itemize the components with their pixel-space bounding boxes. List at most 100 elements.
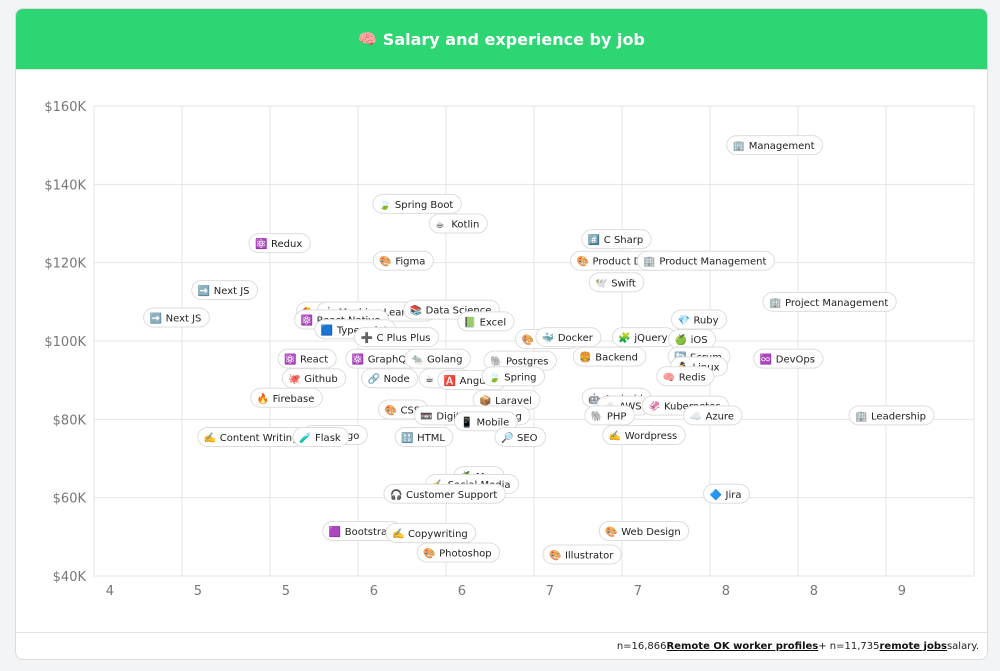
point-pill (277, 348, 337, 369)
point-react[interactable]: ⚛️ React (277, 348, 337, 369)
point-icon: 🍏 (675, 333, 687, 346)
point-icon: ✍️ (204, 432, 216, 444)
point-web-design[interactable]: 🎨 Web Design (598, 520, 690, 541)
point-pill (588, 272, 645, 293)
point-golang[interactable]: 🐀 Golang (404, 348, 471, 369)
point-icon: ✍️ (392, 528, 404, 540)
point-github[interactable]: 🐙 Github (281, 368, 347, 389)
point-pill (481, 366, 546, 387)
point-jquery[interactable]: 🧩 jQuery (611, 327, 677, 348)
x-tick-label: 6 (370, 584, 378, 599)
point-label: Laravel (495, 396, 532, 407)
point-label: jQuery (633, 333, 667, 344)
point-icon: 🏢 (855, 410, 867, 422)
point-icon: ☁️ (690, 411, 702, 422)
point-icon: 🎨 (577, 255, 589, 268)
point-swift[interactable]: 🕊️ Swift (588, 272, 645, 293)
point-jira[interactable]: 🔷 Jira (703, 483, 750, 504)
footer-mid: + n=11,735 (818, 640, 880, 652)
point-icon: 🍃 (379, 198, 391, 211)
point-pill (656, 366, 715, 387)
point-label: Swift (611, 278, 636, 289)
point-label: React (300, 355, 328, 366)
point-label: Postgres (506, 357, 549, 368)
point-customer-support[interactable]: 🎧 Customer Support (383, 483, 506, 504)
point-icon: 🔠 (401, 431, 413, 444)
x-tick-label: 6 (458, 584, 466, 599)
point-spring-boot[interactable]: 🍃 Spring Boot (372, 193, 462, 214)
point-pill (394, 426, 454, 447)
point-graphql[interactable]: ⚛️ GraphQL (345, 348, 421, 369)
point-next-js[interactable]: ➡️ Next JS (191, 280, 259, 301)
point-icon: ➡️ (150, 312, 162, 325)
point-docker[interactable]: 🐳 Docker (535, 327, 602, 348)
point-icon: 🏢 (643, 256, 655, 268)
point-backend[interactable]: 🍔 Backend (572, 346, 647, 367)
point-c-sharp[interactable]: #️⃣ C Sharp (581, 229, 652, 250)
point-excel[interactable]: 📗 Excel (457, 311, 515, 332)
point-label: HTML (417, 433, 445, 444)
point-copywriting[interactable]: ✍️ Copywriting (385, 522, 477, 543)
point-icon: ☕ (425, 374, 434, 385)
point-label: Photoshop (439, 549, 492, 560)
point-label: Redis (679, 372, 706, 383)
point-firebase[interactable]: 🔥 Firebase (250, 387, 323, 408)
point-ruby[interactable]: 💎 Ruby (670, 309, 728, 330)
worker-profiles-link[interactable]: Remote OK worker profiles (666, 640, 819, 652)
point-leadership[interactable]: 🏢 Leadership (848, 405, 935, 426)
point-redux[interactable]: ⚛️ Redux (248, 233, 311, 254)
point-seo[interactable]: 🔎 SEO (494, 426, 547, 447)
point-pill (848, 405, 935, 426)
brain-icon: 🧠 (358, 30, 377, 48)
point-label: Management (749, 141, 815, 152)
remote-jobs-link[interactable]: remote jobs (879, 640, 947, 652)
point-php[interactable]: 🐘 PHP (584, 405, 635, 426)
point-icon: 🐘 (490, 356, 502, 368)
point-wordpress[interactable]: ✍️ Wordpress (602, 425, 686, 445)
point-next-js[interactable]: ➡️ Next JS (143, 307, 210, 328)
point-label: SEO (517, 433, 538, 444)
point-illustrator[interactable]: 🎨 Illustrator (542, 544, 622, 565)
point-label: Spring Boot (395, 200, 454, 211)
point-label: Github (304, 374, 337, 385)
point-pill (372, 193, 462, 214)
y-tick-label: $100K (44, 335, 86, 350)
point-pill (703, 483, 750, 504)
point-redis[interactable]: 🧠 Redis (656, 366, 715, 387)
point-laravel[interactable]: 📦 Laravel (472, 389, 541, 410)
point-c-plus-plus[interactable]: ➕ C Plus Plus (353, 327, 440, 348)
point-node[interactable]: 🔗 Node (361, 368, 419, 389)
point-pill (248, 233, 311, 254)
point-pill (361, 368, 419, 389)
point-figma[interactable]: 🎨 Figma (372, 250, 434, 271)
point-azure[interactable]: ☁️ Azure (683, 405, 743, 426)
point-html[interactable]: 🔠 HTML (394, 426, 454, 447)
point-mobile[interactable]: 📱 Mobile (453, 411, 518, 432)
point-label: Data Science (426, 306, 492, 317)
point-project-management[interactable]: 🏢 Project Management (762, 291, 897, 312)
point-icon: 🐙 (288, 373, 300, 385)
point-product-management[interactable]: 🏢 Product Management (636, 250, 775, 271)
point-photoshop[interactable]: 🎨 Photoshop (416, 542, 501, 563)
point-label: GraphQL (368, 355, 413, 366)
point-label: Jira (725, 490, 742, 501)
point-pill (572, 346, 647, 367)
point-pill (584, 405, 635, 426)
point-label: CSS (401, 406, 421, 417)
x-tick-label: 9 (898, 584, 906, 599)
point-flask[interactable]: 🧪 Flask (292, 426, 350, 447)
point-postgres[interactable]: 🐘 Postgres (483, 350, 558, 371)
point-content-writing[interactable]: ✍️ Content Writing (197, 426, 307, 447)
x-tick-label: 8 (810, 584, 818, 599)
point-ios[interactable]: 🍏 iOS (668, 329, 717, 350)
point-spring[interactable]: 🍃 Spring (481, 366, 546, 387)
point-icon: 🔥 (257, 392, 269, 405)
point-bootstrap[interactable]: 🟪 Bootstrap (322, 520, 402, 541)
point-icon: 📗 (464, 316, 476, 328)
point-icon: 🏢 (733, 140, 745, 152)
point-kotlin[interactable]: ☕ Kotlin (428, 213, 488, 234)
chart-header: 🧠 Salary and experience by job (16, 9, 987, 69)
point-management[interactable]: 🏢 Management (726, 135, 824, 156)
point-label: iOS (691, 335, 708, 346)
point-devops[interactable]: ♾️ DevOps (753, 348, 824, 369)
